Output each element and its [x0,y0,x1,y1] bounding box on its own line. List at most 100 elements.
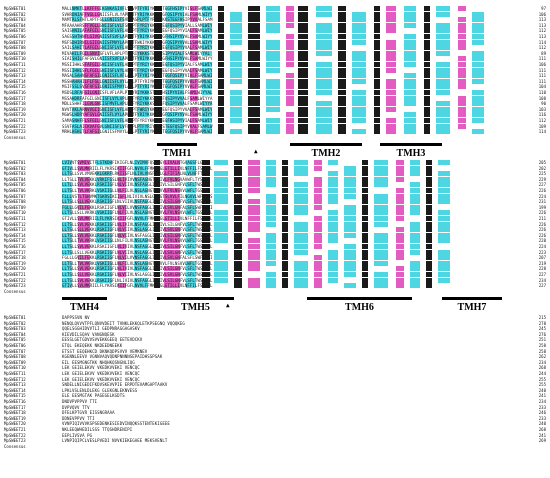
conservation-shade [62,283,72,289]
conservation-shade [298,50,308,56]
conservation-shade [248,221,260,227]
sequence-residues: SAGSSHTHNFLGIVGNIISFSVFLAPLPTFYRIYKKKSTE… [62,34,502,39]
sequence-residues: SAMASNHFFLSFGILGNIISFLVFLAPLPTFYRIYKKKST… [62,118,502,123]
conservation-shade [374,101,380,107]
conservation-shade [248,244,260,249]
conservation-shade [154,101,162,107]
conservation-shade [344,216,356,221]
conservation-shade [344,182,356,188]
conservation-shade [62,227,72,233]
conservation-shade [102,95,124,101]
conservation-shade [154,6,162,11]
sequence-residues: SSVFASLAICKVAFGVLGNIISFLVFLAPLPTFYRIYKKK… [62,123,502,129]
conservation-shade [134,182,148,188]
conservation-shade [386,95,396,101]
conservation-shade [338,17,346,23]
residue-text: SSVFASLAICKVAFGVLGNIISFLVFLAPLPTFYRIYKKK… [62,123,213,129]
conservation-shade [298,45,308,51]
sequence-row: MpSWEET17 LLTSLLSLLVEKKLRGKIIGFLNLVIIVLNS… [0,249,550,255]
sequence-row: MpSWEET20 VVNPIQIVVVKSPSEDENKESIEDVINQQKS… [0,421,550,426]
conservation-shade [202,249,210,255]
residue-text: SAGSSHTHNFLGIVGNIISFSVFLAPLPTFYRIYKKKSTE… [62,34,213,39]
conservation-shade [282,176,288,182]
conservation-shade [282,182,288,188]
sequence-row: MpSWEET08 SAILSAHITLAFGILGNIISFLVFLAPLPTF… [0,45,550,51]
conservation-shade [266,210,276,216]
sequence-residues: MALLNMKTLLKFFFGIKGNKASIVFLSPVPTFYRIYKKKS… [62,6,502,11]
conservation-shade [294,199,308,205]
conservation-shade [154,260,160,266]
conservation-shade [78,160,90,165]
conservation-shade [438,260,450,266]
conservation-shade [404,84,416,90]
sequence-residues: LLTSLLSVLVEKKLRSKIIGFLNLIVIVLNSFAGGLITLI… [62,277,502,283]
conservation-shade [472,106,484,112]
sequence-row: MpSWEET07 FLLLVSTLTSHVMKTGKRSIKIIGFLNLIVI… [0,193,550,199]
conservation-shade [316,67,332,73]
conservation-shade [266,101,280,107]
sequence-row: MpSWEET19 LLTSLLTVLVKRKLVGKIIGLLNLFILVLNS… [0,260,550,266]
conservation-shade [118,227,126,233]
conservation-shade [298,17,308,23]
conservation-shade [154,193,160,199]
residue-text: DNDVPVPPVV TTI [62,399,98,404]
conservation-shade [436,67,450,73]
conservation-shade [248,160,260,165]
conservation-shade [404,123,416,129]
sequence-name: MpSWEET11 [4,62,26,67]
conservation-shade [137,129,149,135]
conservation-shade [248,277,260,283]
sequence-residues: EIL EESMGNGTKK NHQHKQSNGNLIQG [62,360,502,365]
conservation-shade [344,266,356,272]
end-position: 234 [538,359,546,365]
conservation-shade [202,84,212,90]
conservation-shade [374,84,380,90]
conservation-shade [314,193,322,199]
conservation-shade [134,188,148,193]
conservation-shade [72,95,82,101]
sequence-name: MpSWEET17 [4,404,26,410]
conservation-shade [362,244,368,249]
residue-text: LEK GEIELEKVV VKEDKVVEKI VENCQC [62,376,140,382]
conservation-shade [128,73,133,79]
conservation-shade [338,22,346,28]
conservation-shade [386,6,396,11]
conservation-shade [286,73,294,79]
conservation-shade [374,90,380,95]
conservation-shade [396,171,404,177]
conservation-shade [266,171,276,177]
conservation-shade [316,22,332,28]
sequence-name: MpSWEET14 [4,232,26,238]
conservation-shade [374,34,380,39]
conservation-shade [72,129,82,135]
conservation-shade [282,165,288,171]
conservation-shade [128,6,133,11]
conservation-shade [338,118,346,123]
conservation-shade [137,6,149,11]
conservation-shade [374,28,380,34]
sequence-name: MpSWEET13 [4,382,26,388]
sequence-name: MpSWEET20 [4,266,26,272]
residue-text: LLTSLLSLLVEKKLRGKIIGFLNLVIIVLNSLAGGLITLI… [62,272,213,277]
conservation-shade [214,277,228,283]
conservation-shade [84,129,100,135]
conservation-shade [436,123,450,129]
conservation-shade [218,28,224,34]
conservation-shade [134,199,148,205]
conservation-shade [164,227,180,233]
conservation-shade [298,90,308,95]
conservation-shade [362,165,368,171]
conservation-shade [362,193,368,199]
end-position: 207 [538,255,546,261]
conservation-shade [438,171,450,177]
conservation-shade [84,6,100,11]
conservation-shade [72,28,82,34]
conservation-shade [218,11,224,17]
conservation-shade [362,204,368,210]
conservation-shade [218,78,224,84]
conservation-shade [374,50,380,56]
conservation-shade [410,272,420,277]
conservation-shade [426,227,432,233]
tm-helix-bar [442,297,502,301]
position-marker-icon: ▲ [254,148,258,156]
